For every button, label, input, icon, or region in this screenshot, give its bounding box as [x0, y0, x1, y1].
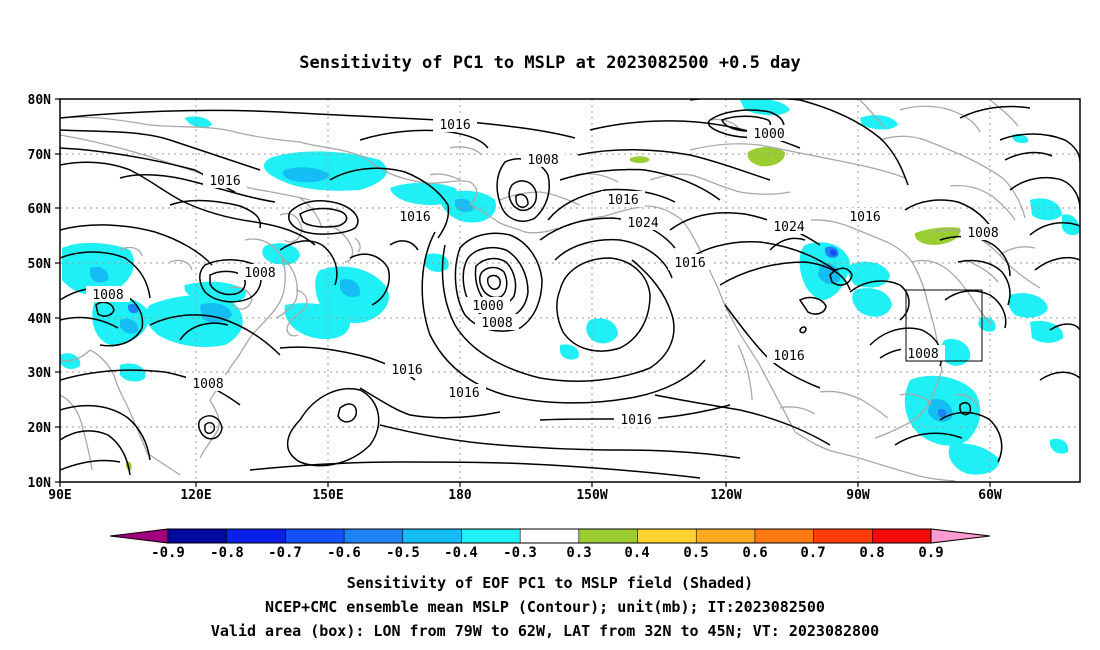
lat-label: 30N	[28, 366, 52, 381]
lat-label: 70N	[28, 148, 52, 163]
contour-label: 1008	[527, 153, 558, 168]
contour-label: 1008	[967, 226, 998, 241]
colorbar-tick-label: 0.8	[859, 545, 884, 561]
gridlines	[60, 99, 1080, 482]
contour-label: 1016	[391, 363, 422, 378]
colorbar-tick-label: -0.9	[151, 545, 185, 561]
lon-label: 120E	[180, 488, 211, 503]
contour-label: 1008	[92, 288, 123, 303]
colorbar-cell	[167, 528, 228, 544]
figure-title: Sensitivity of PC1 to MSLP at 2023082500…	[299, 53, 801, 73]
lat-label: 40N	[28, 312, 52, 327]
contour-label: 1016	[399, 210, 430, 225]
contour-label: 1008	[907, 347, 938, 362]
contour-label: 1016	[448, 386, 479, 401]
colorbar-tick-label: 0.3	[566, 545, 591, 561]
colorbar-tick-label: -0.5	[386, 545, 420, 561]
lat-label: 10N	[28, 476, 52, 491]
colorbar-cell	[813, 528, 874, 544]
colorbar-cell	[695, 528, 756, 544]
colorbar-labels: -0.9 -0.8 -0.7 -0.6 -0.5 -0.4 -0.3 0.3 0…	[151, 545, 944, 561]
contour-label: 1016	[849, 210, 880, 225]
lon-label: 60W	[978, 488, 1002, 503]
contour-labels: 1016 1000 1008 1016 1016 1016 1024 1024 …	[86, 116, 1005, 428]
contour-label: 1016	[439, 118, 470, 133]
caption-line-1: Sensitivity of EOF PC1 to MSLP field (Sh…	[347, 574, 753, 592]
longitude-labels: 90E 120E 150E 180 150W 120W 90W 60W	[48, 488, 1002, 503]
colorbar: -0.9 -0.8 -0.7 -0.6 -0.5 -0.4 -0.3 0.3 0…	[109, 528, 991, 561]
colorbar-cell	[402, 528, 463, 544]
contour-label: 1016	[674, 256, 705, 271]
lon-label: 180	[448, 488, 472, 503]
contour-label: 1008	[481, 316, 512, 331]
colorbar-cell	[637, 528, 698, 544]
map-panel: 1016 1000 1008 1016 1016 1016 1024 1024 …	[28, 93, 1081, 503]
axis-ticks	[55, 98, 991, 487]
contour-label: 1016	[607, 193, 638, 208]
lon-label: 90E	[48, 488, 71, 503]
colorbar-tick-label: -0.6	[327, 545, 361, 561]
colorbar-tick-label: 0.4	[624, 545, 649, 561]
colorbar-tick-label: -0.3	[503, 545, 537, 561]
colorbar-tick-label: -0.8	[210, 545, 244, 561]
colorbar-tick-label: -0.4	[444, 545, 478, 561]
contour-label: 1000	[753, 127, 784, 142]
caption-line-3: Valid area (box): LON from 79W to 62W, L…	[211, 622, 879, 640]
contour-label: 1024	[627, 216, 658, 231]
lon-label: 150W	[576, 488, 607, 503]
colorbar-cell	[519, 528, 580, 544]
lat-label: 50N	[28, 257, 52, 272]
lon-label: 150E	[312, 488, 343, 503]
colorbar-cell	[461, 528, 521, 544]
colorbar-cells	[167, 528, 932, 544]
colorbar-right-arrow	[931, 529, 990, 543]
colorbar-tick-label: 0.9	[918, 545, 943, 561]
lat-label: 20N	[28, 421, 52, 436]
colorbar-tick-label: 0.7	[800, 545, 825, 561]
colorbar-cell	[754, 528, 815, 544]
colorbar-cell	[343, 528, 404, 544]
colorbar-tick-label: 0.5	[683, 545, 708, 561]
contour-label: 1008	[244, 266, 275, 281]
colorbar-cell	[285, 528, 345, 544]
colorbar-tick-label: 0.6	[742, 545, 767, 561]
latitude-labels: 80N 70N 60N 50N 40N 30N 20N 10N	[28, 93, 52, 491]
captions: Sensitivity of EOF PC1 to MSLP field (Sh…	[211, 574, 879, 640]
lat-label: 80N	[28, 93, 52, 108]
contour-label: 1024	[773, 220, 804, 235]
contour-label: 1000	[472, 299, 503, 314]
lon-label: 120W	[710, 488, 741, 503]
lat-label: 60N	[28, 202, 52, 217]
colorbar-tick-label: -0.7	[268, 545, 302, 561]
contour-label: 1008	[192, 377, 223, 392]
valid-area-box	[905, 289, 983, 362]
colorbar-left-arrow	[110, 529, 168, 543]
contour-label: 1016	[620, 413, 651, 428]
colorbar-cell	[226, 528, 287, 544]
lon-label: 90W	[846, 488, 870, 503]
coastlines	[60, 99, 1041, 482]
colorbar-cell	[578, 528, 639, 544]
map-frame	[59, 98, 1081, 483]
colorbar-cell	[872, 528, 932, 544]
contour-label: 1016	[209, 174, 240, 189]
caption-line-2: NCEP+CMC ensemble mean MSLP (Contour); u…	[265, 598, 825, 616]
contour-label: 1016	[773, 349, 804, 364]
